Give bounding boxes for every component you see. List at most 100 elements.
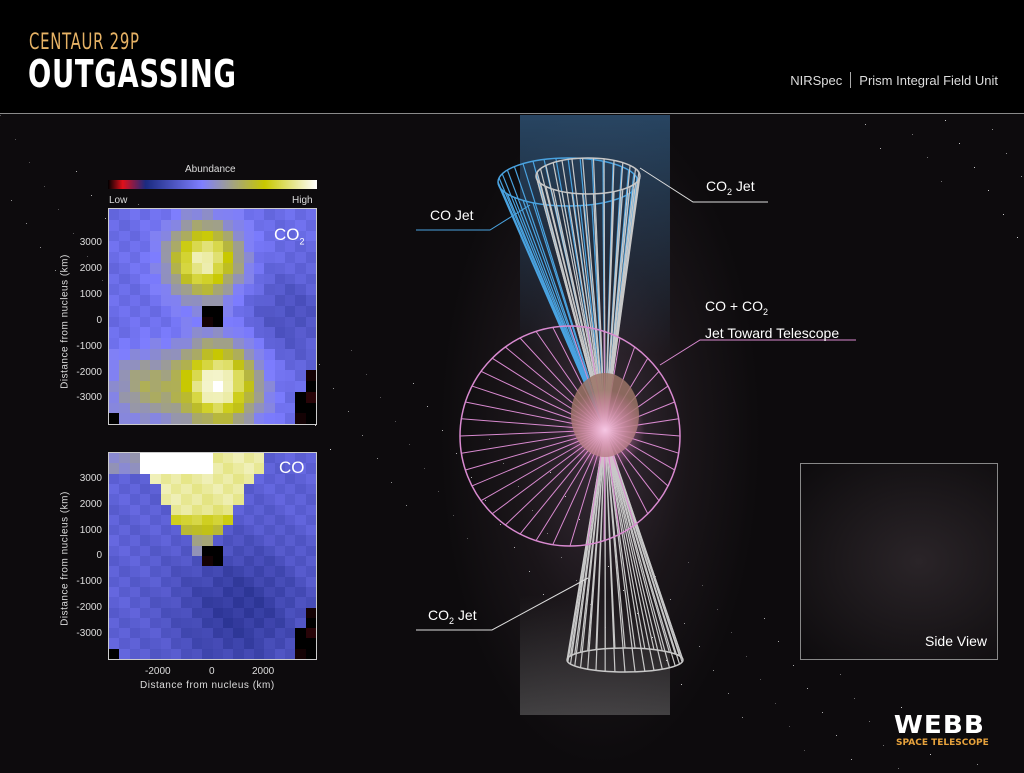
heatmap-cell <box>233 576 245 588</box>
heatmap-cell <box>222 348 235 361</box>
heatmap-cell <box>129 494 142 506</box>
heatmap-cell <box>243 295 255 307</box>
heatmap-cell <box>233 348 245 361</box>
heatmap-cell <box>160 338 173 350</box>
heatmap-cell <box>129 535 142 547</box>
heatmap-cell <box>119 359 131 372</box>
heatmap-cell <box>222 273 235 286</box>
star <box>365 373 367 375</box>
heatmap-cell <box>171 638 183 650</box>
heatmap-cell <box>233 273 245 286</box>
heatmap-cell <box>212 494 224 506</box>
heatmap-cell <box>150 230 162 243</box>
heatmap-cell <box>191 262 204 275</box>
heatmap-cell <box>284 607 297 619</box>
heatmap-cell <box>295 338 307 350</box>
star <box>763 617 765 619</box>
leader-line <box>416 577 589 631</box>
heatmap-cell <box>181 504 193 516</box>
heatmap-cell <box>202 494 214 506</box>
heatmap-cell <box>305 483 316 496</box>
heatmap-cell <box>253 252 266 264</box>
heatmap-cell <box>274 648 286 659</box>
heatmap-cell <box>284 586 297 599</box>
heatmap-cell <box>150 597 162 609</box>
heatmap-cell <box>109 219 121 232</box>
star <box>318 364 320 366</box>
heatmap-cell <box>284 483 297 496</box>
heatmap-cell <box>284 219 297 232</box>
heatmap-cell <box>233 504 245 516</box>
heatmap-cell <box>222 586 235 599</box>
heatmap-cell <box>243 252 255 264</box>
heatmap-cell <box>222 241 235 253</box>
heatmap-cell <box>264 525 276 537</box>
heatmap-cell <box>109 209 121 221</box>
heatmap-cell <box>171 402 183 415</box>
heatmap-cell <box>140 305 152 318</box>
heatmap-cell <box>109 359 121 372</box>
heatmap-cell <box>191 453 204 465</box>
heatmap-cell <box>119 638 131 650</box>
star <box>774 702 776 704</box>
heatmap-cell <box>243 381 255 393</box>
heatmap-cell <box>129 413 142 424</box>
heatmap-cell <box>212 586 224 599</box>
star <box>54 270 56 272</box>
heatmap-cell <box>212 252 224 264</box>
heatmap-cell <box>202 327 214 339</box>
heatmap-cell <box>233 262 245 275</box>
co2-jet-bottom-line <box>604 429 646 672</box>
heatmap-cell <box>295 607 307 619</box>
heatmap-cell <box>212 305 224 318</box>
heatmap-cell <box>202 305 214 318</box>
heatmap-cell <box>140 338 152 350</box>
heatmap-cell <box>150 504 162 516</box>
star <box>376 458 378 460</box>
heatmap-cell <box>171 617 183 630</box>
heatmap-cell <box>171 648 183 659</box>
star <box>745 655 747 657</box>
heatmap-cell <box>243 566 255 578</box>
heatmap-cell <box>284 348 297 361</box>
heatmap-cell <box>243 597 255 609</box>
heatmap-cell <box>160 327 173 339</box>
side-view-label: Side View <box>924 633 987 649</box>
heatmap-cell <box>305 209 316 221</box>
heatmap-cell <box>119 316 131 329</box>
heatmap-cell <box>243 402 255 415</box>
heatmap-cell <box>140 230 152 243</box>
heatmap-cell <box>160 262 173 275</box>
heatmap-cell <box>119 305 131 318</box>
heatmap-cell <box>295 316 307 329</box>
star <box>988 190 989 192</box>
heatmap-cell <box>233 402 245 415</box>
heatmap-cell <box>253 295 266 307</box>
heatmap-cell <box>109 241 121 253</box>
heatmap-cell <box>233 607 245 619</box>
heatmap-cell <box>274 597 286 609</box>
heatmap-cell <box>222 597 235 609</box>
heatmap-cell <box>264 230 276 243</box>
heatmap-cell <box>109 504 121 516</box>
heatmap-cell <box>212 504 224 516</box>
heatmap-cell <box>119 391 131 404</box>
heatmap-cell <box>129 617 142 630</box>
heatmap-cell <box>129 348 142 361</box>
heatmap-cell <box>171 535 183 547</box>
heatmap-cell <box>140 607 152 619</box>
star <box>347 411 349 413</box>
heatmap-cell <box>171 262 183 275</box>
heatmap-cell <box>150 359 162 372</box>
heatmap-cell <box>191 566 204 578</box>
star <box>698 646 700 648</box>
heatmap-cell <box>140 586 152 599</box>
star <box>760 679 761 680</box>
heatmap-cell <box>150 252 162 264</box>
heatmap-cell <box>140 648 152 659</box>
star <box>72 232 74 234</box>
heatmap-cell <box>129 463 142 475</box>
heatmap-cell <box>284 252 297 264</box>
heatmap-cell <box>129 504 142 516</box>
heatmap-cell <box>253 413 266 424</box>
